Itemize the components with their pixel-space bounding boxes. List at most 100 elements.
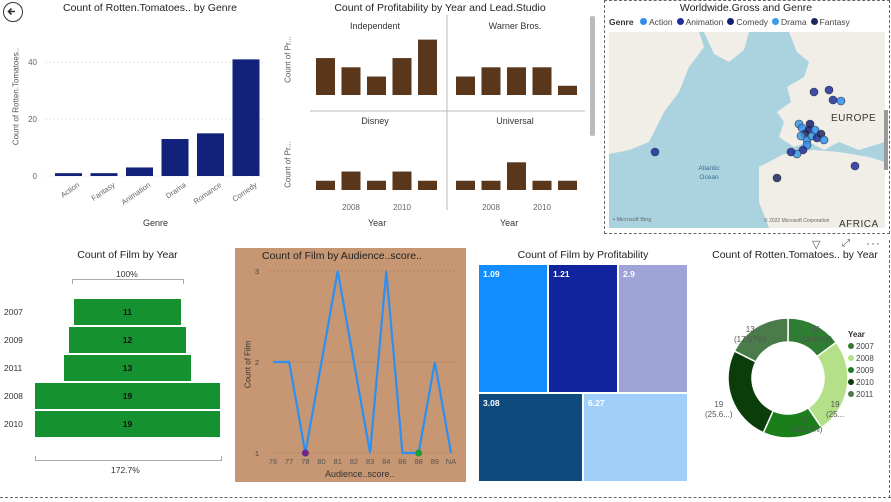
donut-slice-2010[interactable] xyxy=(727,349,775,434)
map-bubble[interactable] xyxy=(810,125,820,135)
genre-ytick: 20 xyxy=(28,115,37,124)
treemap-cell-2[interactable]: 1.21 xyxy=(548,264,618,393)
back-arrow-icon xyxy=(7,7,15,16)
map-bubble[interactable] xyxy=(828,95,838,105)
donut-legend-title: Year xyxy=(848,330,865,339)
map-bubble[interactable] xyxy=(772,173,782,183)
map-legend-item[interactable]: Animation xyxy=(676,17,723,27)
funnel-bar-2007[interactable]: 11 xyxy=(73,298,182,325)
donut-slice-2011[interactable] xyxy=(733,317,789,363)
funnel-bottom-pct: 172.7% xyxy=(111,465,140,475)
filter-icon[interactable]: ▽ xyxy=(812,239,821,251)
uk-landmass xyxy=(797,90,809,114)
line-xtick: 89 xyxy=(431,457,439,466)
back-button[interactable] xyxy=(3,2,23,22)
prof-scrollbar[interactable] xyxy=(590,16,595,136)
funnel-bottom-bracket xyxy=(35,456,222,461)
line-point-highlight xyxy=(415,449,423,457)
prof-bar xyxy=(532,180,552,190)
prof-xtick: 2010 xyxy=(393,203,411,212)
prof-panel-title: Independent xyxy=(350,21,401,31)
line-chart-title: Count of Film by Audience..score.. xyxy=(262,250,422,262)
map-bubble[interactable] xyxy=(786,147,796,157)
map-scrollbar[interactable] xyxy=(884,110,888,170)
map-legend-item[interactable]: Drama xyxy=(772,17,807,27)
prof-bar xyxy=(481,67,501,95)
donut-legend: Year 2007 2008 2009 2010 2011 xyxy=(848,330,890,399)
genre-bar-drama xyxy=(161,139,189,176)
map-bubble[interactable] xyxy=(796,131,806,141)
treemap-cell-5[interactable]: 6.27 xyxy=(583,393,688,482)
map-bubble[interactable] xyxy=(809,87,819,97)
genre-xtick: Comedy xyxy=(231,180,259,204)
map-bubble[interactable] xyxy=(819,135,829,145)
donut-legend-item-2009[interactable]: 2009 xyxy=(848,366,890,375)
genre-chart-xlabel: Genre xyxy=(143,218,169,228)
prof-small-multiples: Independent Warner Bros. Disney 2008 2010 Uni… xyxy=(310,15,585,212)
prof-bar xyxy=(456,76,475,95)
line-xtick: 86 xyxy=(398,457,406,466)
donut-legend-item-2007[interactable]: 2007 xyxy=(848,342,890,351)
genre-chart-title: Count of Rotten.Tomatoes.. by Genre xyxy=(63,2,237,14)
prof-bar xyxy=(418,180,437,190)
line-xtick: 80 xyxy=(317,457,325,466)
funnel-year-label: 2008 xyxy=(4,391,23,401)
map-legend-title: Genre xyxy=(609,17,634,27)
genre-xtick: Fantasy xyxy=(90,180,117,203)
map-bubble[interactable] xyxy=(824,85,834,95)
funnel-top-bracket xyxy=(72,279,184,284)
map-bubble[interactable] xyxy=(850,161,860,171)
prof-bar xyxy=(418,39,437,95)
donut-label-top-left: 13 (17.57%) xyxy=(734,325,767,344)
donut-label-top-right: 11 (14.86%) xyxy=(800,325,833,344)
map-label-ocean: Ocean xyxy=(699,174,719,181)
funnel-bar-2009[interactable]: 12 xyxy=(69,326,186,353)
funnel-year-label: 2007 xyxy=(4,307,23,317)
funnel-year-label: 2011 xyxy=(4,363,23,373)
world-map[interactable]: Atlantic Ocean EUROPE AFRICA ▪ Microsoft… xyxy=(609,32,885,228)
prof-bar xyxy=(341,171,361,190)
treemap: 1.09 1.21 2.9 3.08 6.27 xyxy=(478,264,688,482)
genre-bar-animation xyxy=(126,167,153,176)
funnel-title: Count of Film by Year xyxy=(77,249,178,261)
genre-bar-fantasy xyxy=(90,173,118,176)
treemap-cell-1[interactable]: 1.09 xyxy=(478,264,548,393)
treemap-cell-4[interactable]: 3.08 xyxy=(478,393,583,482)
funnel-bar-2010[interactable]: 19 xyxy=(35,410,220,437)
genre-bar-action xyxy=(55,173,82,176)
line-xtick: 76 xyxy=(269,457,277,466)
map-legend-item[interactable]: Fantasy xyxy=(810,17,850,27)
canvas-right-border xyxy=(889,240,890,498)
map-legend-item[interactable]: Action xyxy=(639,17,673,27)
funnel-year-label: 2009 xyxy=(4,335,23,345)
donut-legend-item-2011[interactable]: 2011 xyxy=(848,390,890,399)
donut-label-left: 19 (25.6...) xyxy=(705,400,733,419)
focus-mode-icon[interactable]: ⤢ xyxy=(842,238,850,249)
genre-xtick: Animation xyxy=(120,180,152,207)
treemap-cell-3[interactable]: 2.9 xyxy=(618,264,688,393)
funnel-top-pct: 100% xyxy=(116,269,138,279)
more-options-icon[interactable]: ··· xyxy=(866,236,881,250)
genre-chart-ylabel: Count of Rotten.Tomatoes.. xyxy=(11,47,21,146)
prof-bar xyxy=(392,58,412,95)
line-xtick: 77 xyxy=(285,457,293,466)
genre-xtick: Action xyxy=(59,180,81,199)
prof-chart-title: Count of Profitability by Year and Lead.… xyxy=(334,2,546,14)
north-america-landmass xyxy=(609,32,704,154)
donut-legend-item-2010[interactable]: 2010 xyxy=(848,378,890,387)
prof-panel-title: Universal xyxy=(496,116,534,126)
funnel-bar-2008[interactable]: 19 xyxy=(35,382,220,409)
donut-legend-item-2008[interactable]: 2008 xyxy=(848,354,890,363)
map-bubble[interactable] xyxy=(798,145,808,155)
funnel-bar-2011[interactable]: 13 xyxy=(64,354,191,381)
prof-bar xyxy=(532,67,552,95)
map-legend-item[interactable]: Comedy xyxy=(727,17,768,27)
prof-bar xyxy=(507,162,526,190)
prof-chart-xlabel-2: Year xyxy=(500,218,519,228)
genre-xtick: Drama xyxy=(164,180,188,201)
map-bubble[interactable] xyxy=(805,119,815,129)
map-label-africa: AFRICA xyxy=(839,219,879,228)
prof-bar xyxy=(456,180,475,190)
map-bubble[interactable] xyxy=(836,96,846,106)
map-bubble[interactable] xyxy=(650,147,660,157)
